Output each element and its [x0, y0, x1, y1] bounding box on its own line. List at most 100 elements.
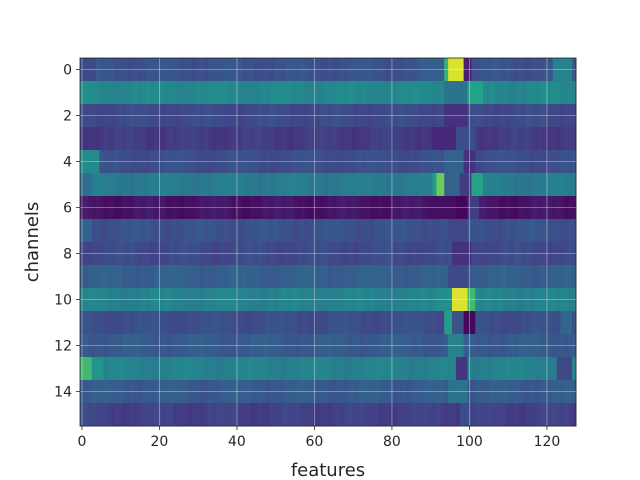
heatmap-cell	[386, 403, 391, 427]
heatmap-cell	[552, 334, 558, 358]
heatmap-cell	[91, 403, 96, 427]
heatmap-cell	[506, 311, 511, 335]
heatmap-cell	[386, 311, 391, 335]
heatmap-cell	[436, 265, 441, 289]
x-axis-label: features	[291, 460, 365, 480]
heatmap-cell	[397, 265, 403, 289]
heatmap-cell	[111, 311, 116, 335]
heatmap-cell	[316, 311, 321, 335]
heatmap-cell	[452, 288, 457, 312]
heatmap-cell	[517, 58, 523, 82]
heatmap-cell	[564, 104, 569, 128]
heatmap-cell	[514, 265, 519, 289]
heatmap-cell	[479, 219, 484, 243]
heatmap-cell	[176, 311, 182, 335]
heatmap-cell	[351, 311, 356, 335]
heatmap-cell	[444, 104, 449, 128]
heatmap-cell	[514, 380, 519, 404]
heatmap-cell	[479, 265, 484, 289]
heatmap-cell	[552, 403, 558, 427]
heatmap-cell	[475, 173, 480, 197]
heatmap-cell	[204, 242, 209, 266]
heatmap-cell	[564, 403, 569, 427]
heatmap-cell	[153, 242, 158, 266]
heatmap-cell	[432, 311, 437, 335]
heatmap-cell	[343, 150, 348, 174]
heatmap-cell	[289, 173, 294, 197]
heatmap-cell	[525, 380, 530, 404]
heatmap-cell	[157, 265, 162, 289]
heatmap-cell	[428, 357, 434, 381]
heatmap-cell	[486, 265, 492, 289]
y-tick-label: 14	[54, 385, 72, 401]
heatmap-cell	[254, 219, 259, 243]
heatmap-cell	[525, 196, 530, 220]
heatmap-cell	[397, 242, 403, 266]
heatmap-cell	[312, 380, 317, 404]
heatmap-cell	[308, 334, 313, 358]
heatmap-cell	[444, 357, 449, 381]
x-tick-label: 120	[534, 434, 561, 450]
heatmap-cell	[165, 127, 170, 151]
heatmap-cell	[235, 104, 240, 128]
heatmap-cell	[529, 311, 534, 335]
heatmap-cell	[289, 357, 294, 381]
heatmap-cell	[510, 150, 515, 174]
heatmap-cell	[266, 334, 271, 358]
heatmap-cell	[397, 104, 403, 128]
heatmap-cell	[448, 81, 453, 105]
heatmap-cell	[227, 150, 232, 174]
heatmap-cell	[103, 81, 108, 105]
heatmap-cell	[122, 196, 127, 220]
heatmap-cell	[517, 357, 523, 381]
heatmap-cell	[331, 288, 337, 312]
heatmap-cell	[320, 104, 325, 128]
heatmap-cell	[207, 196, 213, 220]
heatmap-cell	[401, 265, 406, 289]
heatmap-cell	[223, 265, 228, 289]
heatmap-cell	[188, 265, 193, 289]
heatmap-cell	[455, 357, 461, 381]
heatmap-cell	[289, 127, 294, 151]
heatmap-cell	[548, 265, 554, 289]
heatmap-cell	[238, 173, 244, 197]
heatmap-cell	[390, 150, 395, 174]
heatmap-cell	[246, 265, 251, 289]
heatmap-cell	[134, 173, 139, 197]
heatmap-cell	[169, 242, 174, 266]
heatmap-cell	[471, 311, 476, 335]
heatmap-cell	[390, 242, 395, 266]
heatmap-cell	[304, 265, 310, 289]
heatmap-cell	[370, 173, 375, 197]
heatmap-cell	[293, 173, 298, 197]
heatmap-cell	[80, 173, 85, 197]
heatmap-cell	[95, 265, 100, 289]
heatmap-cell	[312, 311, 317, 335]
heatmap-cell	[517, 173, 523, 197]
heatmap-cell	[455, 380, 461, 404]
heatmap-cell	[204, 150, 209, 174]
heatmap-cell	[479, 357, 484, 381]
heatmap-cell	[517, 334, 523, 358]
heatmap-cell	[262, 150, 267, 174]
heatmap-cell	[161, 357, 166, 381]
heatmap-cell	[207, 311, 213, 335]
heatmap-cell	[153, 173, 158, 197]
heatmap-cell	[386, 58, 391, 82]
heatmap-cell	[297, 288, 302, 312]
heatmap-cell	[145, 58, 151, 82]
heatmap-cell	[304, 58, 310, 82]
heatmap-cell	[95, 104, 100, 128]
heatmap-cell	[502, 58, 507, 82]
heatmap-cell	[479, 334, 484, 358]
heatmap-cell	[130, 311, 135, 335]
heatmap-cell	[421, 58, 426, 82]
heatmap-cell	[424, 288, 430, 312]
heatmap-cell	[343, 357, 348, 381]
heatmap-cell	[262, 380, 267, 404]
heatmap-cell	[142, 58, 147, 82]
heatmap-cell	[552, 357, 558, 381]
heatmap-cell	[207, 265, 213, 289]
heatmap-cell	[382, 127, 387, 151]
heatmap-cell	[390, 403, 395, 427]
